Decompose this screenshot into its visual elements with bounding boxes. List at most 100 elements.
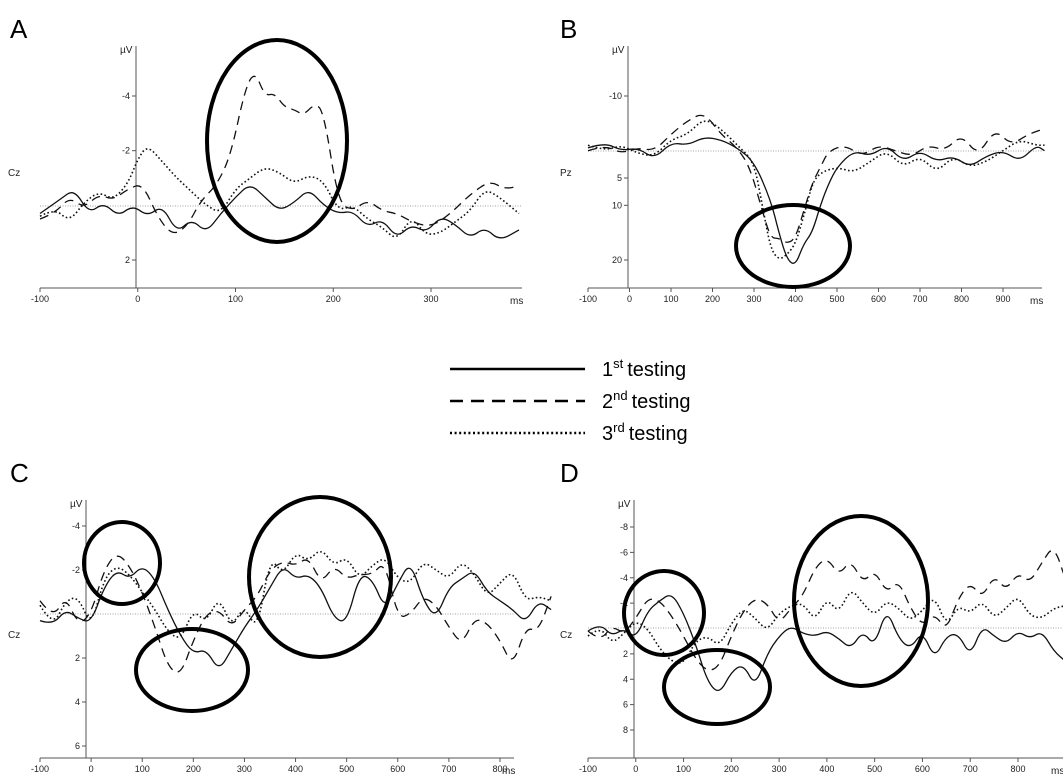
x-tick-label: 400 (788, 294, 803, 304)
panel-letter: B (560, 14, 577, 44)
y-tick-label: 20 (612, 255, 622, 265)
y-tick-label: 2 (75, 653, 80, 663)
x-tick-label: -100 (579, 764, 597, 774)
highlight-ellipse (622, 569, 706, 657)
x-tick-label: 800 (492, 764, 507, 774)
channel-label: Pz (560, 168, 572, 179)
legend-label: 3rd testing (602, 420, 688, 445)
x-tick-label: 0 (627, 294, 632, 304)
y-tick-label: 6 (623, 700, 628, 710)
x-tick-label: 400 (819, 764, 834, 774)
x-axis-label: ms (510, 296, 523, 307)
legend-label: 1st testing (602, 356, 686, 381)
series-line-solid (39, 567, 552, 667)
legend-text: testing (627, 359, 686, 381)
y-tick-label: 4 (623, 674, 628, 684)
x-tick-label: 700 (963, 764, 978, 774)
panel-letter: D (560, 458, 579, 488)
highlight-ellipse (792, 514, 930, 688)
x-tick-label: 800 (954, 294, 969, 304)
x-tick-label: 0 (89, 764, 94, 774)
series-line-solid (587, 137, 1045, 264)
x-tick-label: 100 (663, 294, 678, 304)
series-line-dashed (39, 75, 520, 234)
x-tick-label: 100 (676, 764, 691, 774)
panel-b: BµV ms Pz -100 0 100 200 300 400 500 600 700 800 900 -… (560, 14, 1045, 307)
y-tick-label: -8 (620, 522, 628, 532)
y-tick-label: -2 (122, 146, 130, 156)
channel-label: Cz (8, 630, 20, 641)
y-tick-label: -6 (620, 547, 628, 557)
x-tick-label: 700 (441, 764, 456, 774)
y-axis-label: µV (120, 45, 133, 56)
series-line-dotted (39, 148, 520, 238)
x-tick-label: 300 (237, 764, 252, 774)
x-axis-label: ms (1051, 766, 1063, 774)
y-tick-label: -2 (72, 565, 80, 575)
x-tick-label: 200 (705, 294, 720, 304)
x-tick-label: 500 (339, 764, 354, 774)
x-tick-label: -100 (31, 764, 49, 774)
x-tick-label: -100 (579, 294, 597, 304)
channel-label: Cz (8, 168, 20, 179)
y-tick-label: -4 (72, 521, 80, 531)
legend-superscript: nd (613, 388, 627, 403)
highlight-ellipse (247, 495, 393, 659)
x-tick-label: 600 (390, 764, 405, 774)
highlight-ellipse (134, 627, 250, 713)
legend-number: 3 (602, 423, 613, 445)
y-tick-label: 2 (623, 649, 628, 659)
x-tick-label: 600 (915, 764, 930, 774)
x-tick-label: 300 (772, 764, 787, 774)
series-line-dashed (39, 555, 552, 673)
x-tick-label: 100 (228, 294, 243, 304)
legend-text: testing (632, 391, 691, 413)
legend-superscript: st (613, 356, 624, 371)
legend-label: 2nd testing (602, 388, 691, 413)
legend-number: 2 (602, 391, 613, 413)
series-line-solid (587, 595, 1063, 692)
y-tick-label: 2 (125, 255, 130, 265)
x-tick-label: 700 (912, 294, 927, 304)
highlight-ellipse (734, 203, 852, 289)
x-tick-label: 600 (871, 294, 886, 304)
x-tick-label: 200 (326, 294, 341, 304)
x-tick-label: 800 (1010, 764, 1025, 774)
x-tick-label: 200 (724, 764, 739, 774)
highlight-ellipse (662, 648, 772, 726)
x-tick-label: 300 (423, 294, 438, 304)
x-tick-label: 100 (135, 764, 150, 774)
panel-letter: A (10, 14, 28, 44)
legend-superscript: rd (613, 420, 625, 435)
series-line-dotted (587, 591, 1063, 664)
x-tick-label: 0 (633, 764, 638, 774)
legend-text: testing (629, 423, 688, 445)
panel-letter: C (10, 458, 29, 488)
series-line-dashed (587, 550, 1063, 671)
series-line-dotted (39, 551, 552, 638)
panel-a: AµV ms Cz -100 0 100 200 300 -4 -2 2 (8, 14, 523, 307)
highlight-ellipse (82, 520, 162, 606)
legend-number: 1 (602, 359, 613, 381)
panel-d: DµV ms Cz -100 0 100 200 300 400 500 600 700 800 -8 -6… (560, 458, 1063, 774)
y-axis-label: µV (618, 499, 631, 510)
highlight-ellipse (205, 38, 349, 244)
y-axis-label: µV (612, 45, 625, 56)
y-tick-label: 8 (623, 725, 628, 735)
x-tick-label: -100 (31, 294, 49, 304)
y-tick-label: 10 (612, 200, 622, 210)
x-tick-label: 500 (867, 764, 882, 774)
channel-label: Cz (560, 630, 572, 641)
x-tick-label: 400 (288, 764, 303, 774)
y-tick-label: 5 (617, 173, 622, 183)
x-axis-label: ms (1030, 296, 1043, 307)
y-tick-label: -4 (122, 91, 130, 101)
y-axis-label: µV (70, 499, 83, 510)
series-line-solid (39, 186, 520, 239)
y-tick-label: 6 (75, 741, 80, 751)
y-tick-label: -10 (609, 91, 622, 101)
y-tick-label: 4 (75, 697, 80, 707)
x-axis-label: ms (502, 766, 515, 774)
